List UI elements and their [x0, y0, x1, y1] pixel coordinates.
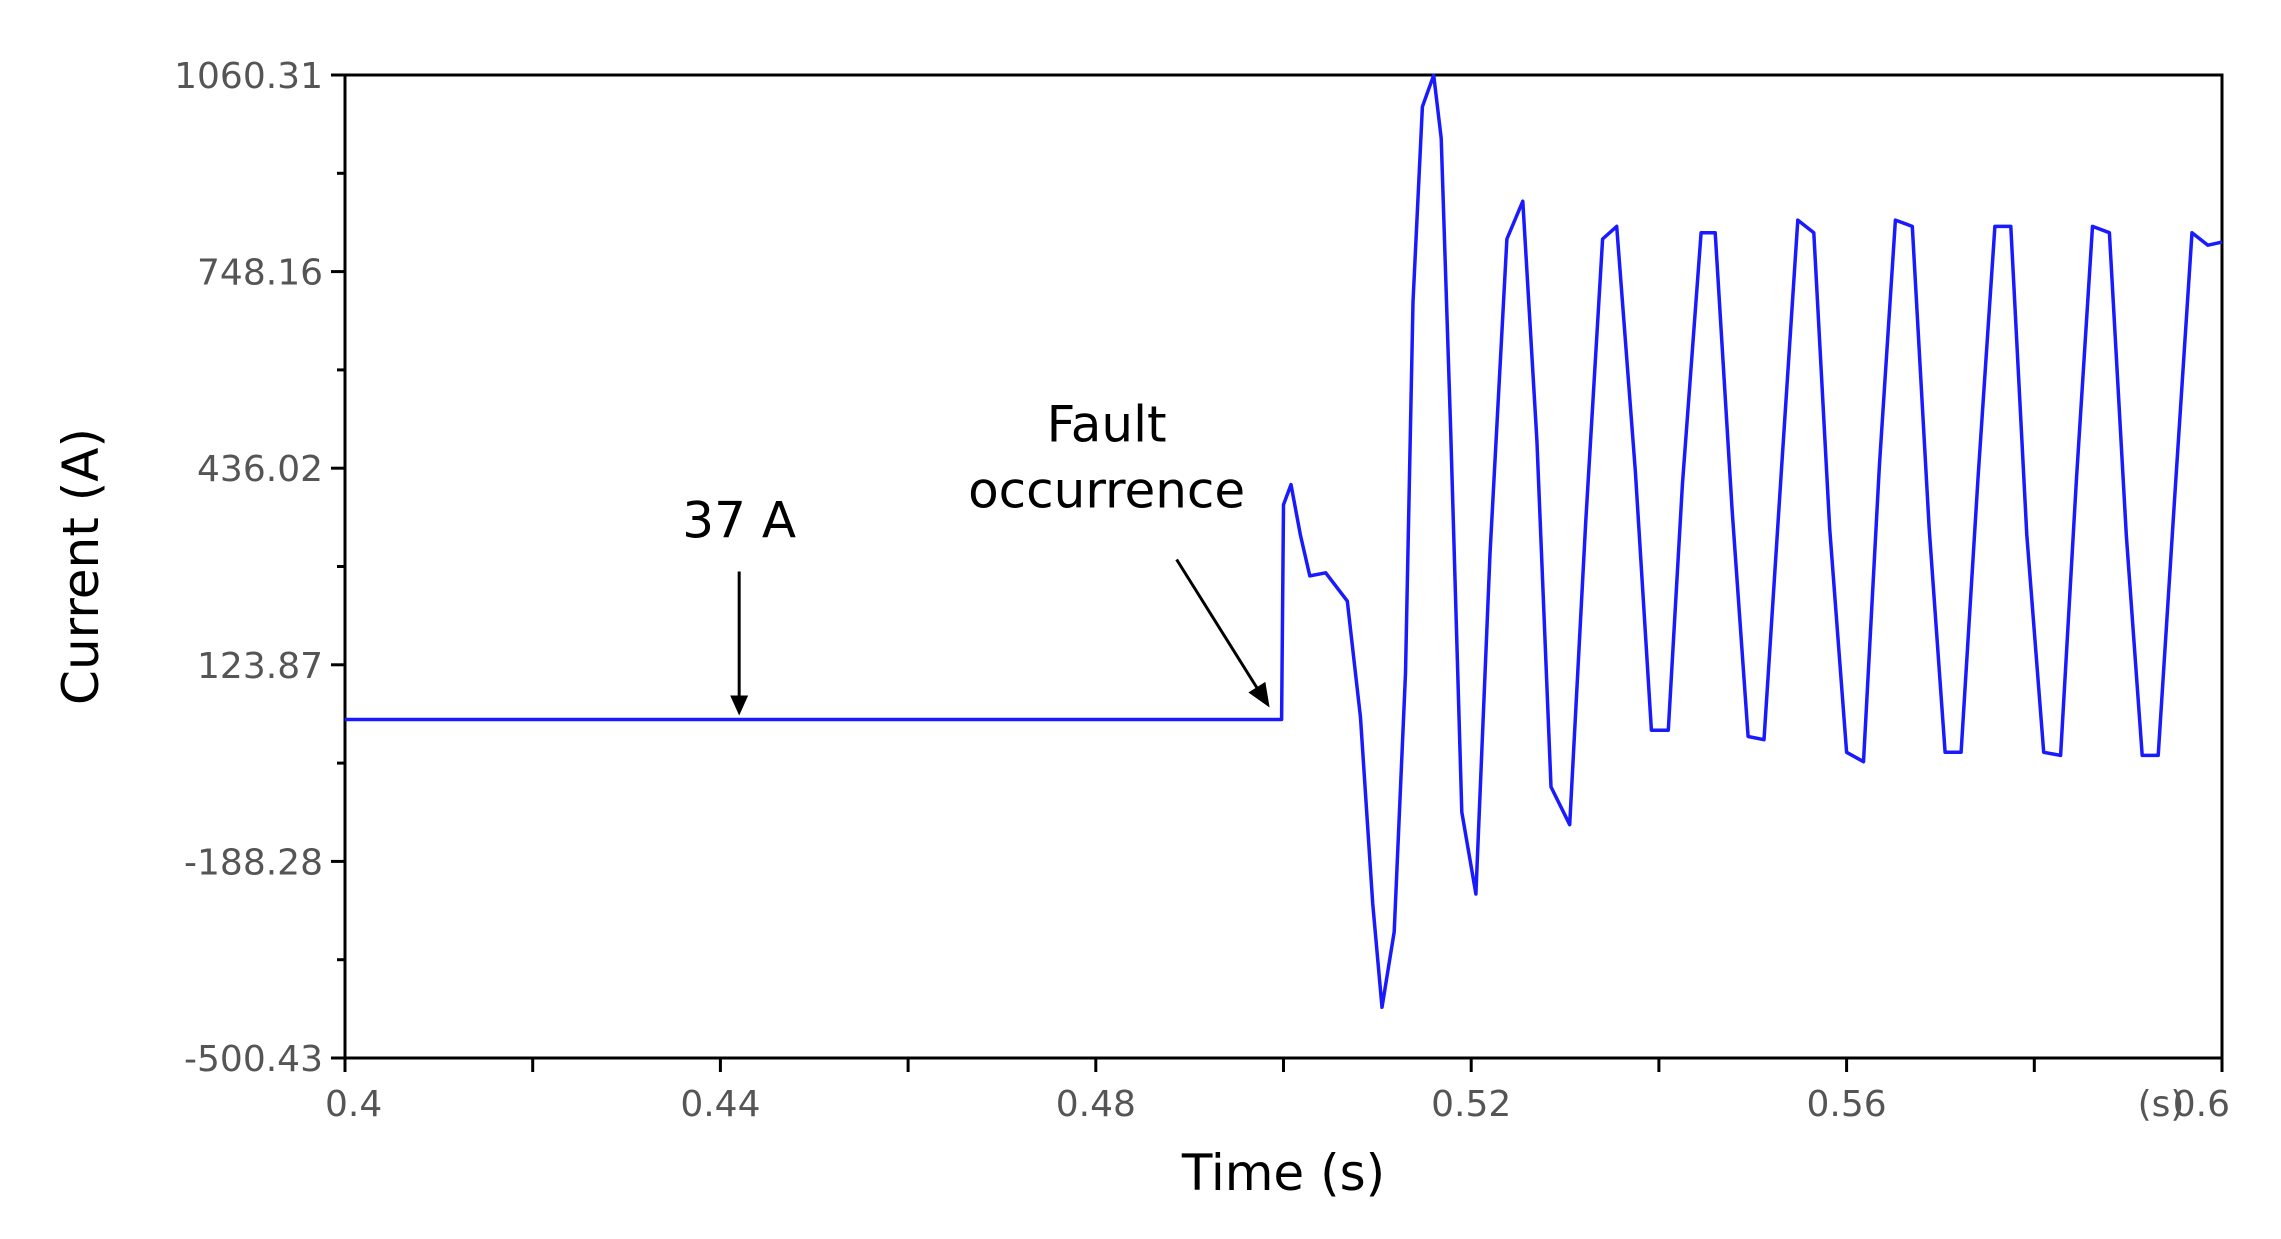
- annotation-37a-label: 37 A: [682, 492, 796, 550]
- annotation-37a-arrowhead: [730, 695, 749, 716]
- annotation-fault-label-line1: Fault: [1047, 396, 1167, 454]
- annotations: 37 A Fault occurrence: [682, 396, 1270, 716]
- y-tick-label: -500.43: [184, 1039, 323, 1080]
- y-tick-label: 748.16: [197, 253, 323, 294]
- x-tick-label: 0.52: [1431, 1084, 1511, 1125]
- tick-labels: 1060.31748.16436.02123.87-188.28-500.430…: [174, 56, 2230, 1125]
- x-tick-label: 0.56: [1807, 1084, 1887, 1125]
- axis-ticks: [331, 73, 2224, 1072]
- annotation-fault-arrowhead: [1248, 681, 1270, 708]
- x-tick-label: 0.48: [1056, 1084, 1136, 1125]
- y-tick-label: 436.02: [197, 449, 323, 490]
- annotation-fault-arrow: [1175, 558, 1265, 700]
- y-tick-label: 123.87: [197, 646, 323, 687]
- x-axis-title: Time (s): [1181, 1144, 1385, 1202]
- x-axis-unit-label: (s): [2138, 1084, 2185, 1125]
- current-series-line: [345, 73, 2223, 1010]
- plot-area-frame: [343, 73, 2224, 1060]
- x-tick-label: 0.44: [680, 1084, 760, 1125]
- x-tick-label: 0.6: [2173, 1084, 2230, 1125]
- x-tick-label: 0.4: [325, 1084, 382, 1125]
- y-tick-label: -188.28: [184, 842, 323, 883]
- annotation-fault-label-line2: occurrence: [968, 462, 1245, 520]
- y-tick-label: 1060.31: [174, 56, 323, 97]
- y-axis-title: Current (A): [52, 428, 110, 705]
